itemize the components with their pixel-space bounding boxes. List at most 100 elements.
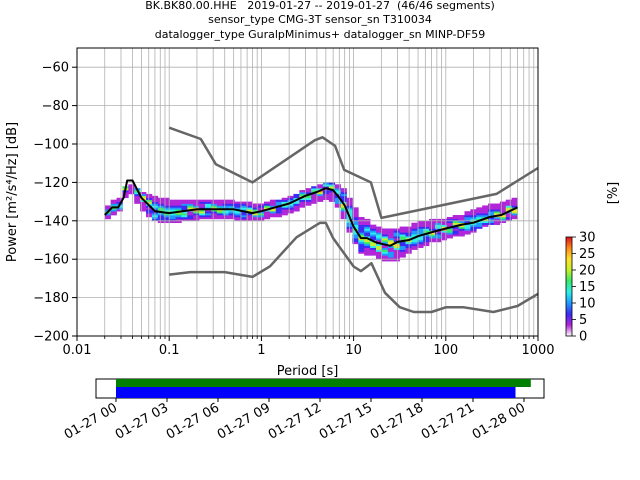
heatmap-cell xyxy=(423,236,430,239)
heatmap-cell xyxy=(381,228,389,231)
heatmap-cell xyxy=(511,211,518,214)
timeline-tick-label: 01-27 06 xyxy=(164,400,222,442)
colorbar-tick-label: 0 xyxy=(579,330,587,345)
heatmap-cell xyxy=(364,243,371,247)
heatmap-cell xyxy=(405,245,412,248)
heatmap-cell xyxy=(140,205,147,208)
heatmap-cell xyxy=(352,232,359,235)
heatmap-cell xyxy=(157,199,165,202)
heatmap-cell xyxy=(293,205,300,208)
heatmap-cell xyxy=(493,216,501,220)
heatmap-cell xyxy=(340,188,347,191)
heatmap-cell xyxy=(399,234,406,237)
heatmap-cell xyxy=(482,222,489,225)
heatmap-cell xyxy=(370,234,377,237)
heatmap-cell xyxy=(328,195,336,199)
heatmap-cell xyxy=(352,230,359,233)
heatmap-cell xyxy=(381,249,389,252)
heatmap-cell xyxy=(381,247,389,250)
y-tick-label: −160 xyxy=(33,253,69,268)
heatmap-cell xyxy=(399,251,406,254)
heatmap-cell xyxy=(275,201,282,204)
heatmap-cell xyxy=(476,213,483,216)
heatmap-cell xyxy=(364,234,371,237)
heatmap-cell xyxy=(411,245,418,248)
heatmap-cell xyxy=(281,207,288,210)
heatmap-cell xyxy=(210,201,218,204)
heatmap-cell xyxy=(299,193,306,197)
heatmap-cell xyxy=(387,259,395,262)
heatmap-cell xyxy=(328,182,336,185)
plot-frame xyxy=(76,47,539,337)
heatmap-cell xyxy=(370,238,377,241)
heatmap-cell xyxy=(446,218,453,222)
heatmap-cell xyxy=(376,257,383,260)
timeline-tick-label: 01-27 15 xyxy=(317,400,375,442)
heatmap-cell xyxy=(110,209,117,212)
heatmap-cell xyxy=(393,243,400,247)
heatmap-cell xyxy=(246,218,253,222)
heatmap-cell xyxy=(269,209,277,212)
timeline-tick-label: 01-27 21 xyxy=(419,400,477,442)
axis-ticks: 0.01 0.1 1 10 100 1000 −200 −180 −160 −140 −120 −10… xyxy=(33,61,554,358)
heatmap-cell xyxy=(493,209,501,212)
heatmap-cell xyxy=(210,215,218,218)
heatmap-cell xyxy=(499,203,507,206)
heatmap-cell xyxy=(440,234,448,237)
colorbar-tick-label: 30 xyxy=(579,231,596,246)
heatmap-cell xyxy=(234,211,241,214)
heatmap-cell xyxy=(370,251,377,254)
heatmap-cell xyxy=(505,213,512,216)
heatmap-cell xyxy=(175,209,182,212)
heatmap-cell xyxy=(104,205,111,208)
heatmap-cell xyxy=(134,199,141,202)
heatmap-cell xyxy=(370,249,377,252)
heatmap-cell xyxy=(387,238,395,241)
heatmap-cell xyxy=(311,199,318,202)
heatmap-cell xyxy=(405,251,412,254)
heatmap-cell xyxy=(340,190,347,193)
heatmap-cell xyxy=(193,213,200,216)
nhnm-line xyxy=(168,126,539,220)
heatmap-cell xyxy=(193,203,200,206)
heatmap-cell xyxy=(482,213,489,216)
heatmap-cell xyxy=(446,236,453,239)
heatmap-cell xyxy=(187,203,194,206)
heatmap-cell xyxy=(499,216,507,220)
heatmap-cell xyxy=(505,205,512,208)
heatmap-cell xyxy=(429,224,436,227)
heatmap-cell xyxy=(275,203,282,206)
heatmap-cell xyxy=(169,203,176,206)
heatmap-cell xyxy=(246,203,253,206)
heatmap-cell xyxy=(358,224,365,227)
heatmap-cell xyxy=(299,190,306,193)
heatmap-cell xyxy=(311,195,318,199)
heatmap-cell xyxy=(169,220,176,224)
heatmap-cell xyxy=(299,203,306,206)
x-tick-label: 0.01 xyxy=(63,343,92,358)
heatmap-cell xyxy=(140,203,147,206)
heatmap-cell xyxy=(311,188,318,191)
heatmap-cell xyxy=(452,222,459,225)
timeline-tick-label: 01-27 18 xyxy=(368,400,426,442)
heatmap-cell xyxy=(411,228,418,231)
heatmap-cell xyxy=(358,222,365,225)
heatmap-cell xyxy=(464,232,471,235)
heatmap-cell xyxy=(434,220,442,224)
heatmap-cell xyxy=(423,234,430,237)
heatmap-cell xyxy=(505,203,512,206)
heatmap-cell xyxy=(157,218,165,222)
heatmap-cell xyxy=(446,228,453,231)
heatmap-cell xyxy=(287,197,294,200)
heatmap-cell xyxy=(381,236,389,239)
heatmap-cell xyxy=(187,216,194,220)
heatmap-cell xyxy=(434,234,442,237)
heatmap-cell xyxy=(364,240,371,243)
heatmap-cell xyxy=(169,207,176,210)
heatmap-cell xyxy=(364,251,371,254)
heatmap-cell xyxy=(193,216,200,220)
heatmap-cell xyxy=(317,184,324,187)
heatmap-cell xyxy=(193,211,200,214)
heatmap-cell xyxy=(493,222,501,225)
